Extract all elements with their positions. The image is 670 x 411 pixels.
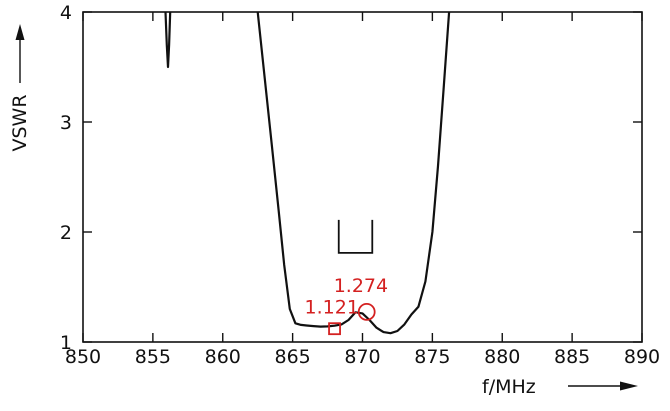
x-tick-label: 860: [205, 346, 241, 368]
x-axis-label: f/MHz: [482, 376, 536, 398]
marker-value-label: 1.121: [305, 297, 359, 319]
y-tick-label: 4: [60, 2, 72, 24]
series-line: [256, 11, 451, 335]
y-tick-label: 2: [60, 222, 72, 244]
y-tick-labels: 1 2 3 4: [60, 2, 72, 354]
series-line: [164, 11, 172, 69]
y-tick-label: 1: [60, 332, 72, 354]
x-axis-arrow-head: [620, 381, 638, 391]
axis-ticks: [82, 11, 643, 343]
bracket-symbol: [337, 219, 374, 254]
marker-square: [328, 322, 341, 336]
y-tick-label: 3: [60, 112, 72, 134]
x-tick-label: 870: [344, 346, 380, 368]
y-axis-arrow-head: [15, 24, 25, 40]
x-tick-label: 885: [554, 346, 590, 368]
y-axis-label: VSWR: [9, 94, 31, 151]
x-tick-label: 875: [414, 346, 450, 368]
x-tick-label: 865: [274, 346, 310, 368]
x-tick-label: 855: [135, 346, 171, 368]
x-tick-labels: 850 855 860 865 870 875 880 885 890: [65, 346, 660, 368]
x-tick-label: 890: [624, 346, 660, 368]
x-tick-label: 880: [484, 346, 520, 368]
marker-value-label: 1.274: [334, 275, 388, 297]
x-tick-label: 850: [65, 346, 101, 368]
series-group: [164, 11, 451, 335]
marker-circle: [357, 302, 376, 321]
